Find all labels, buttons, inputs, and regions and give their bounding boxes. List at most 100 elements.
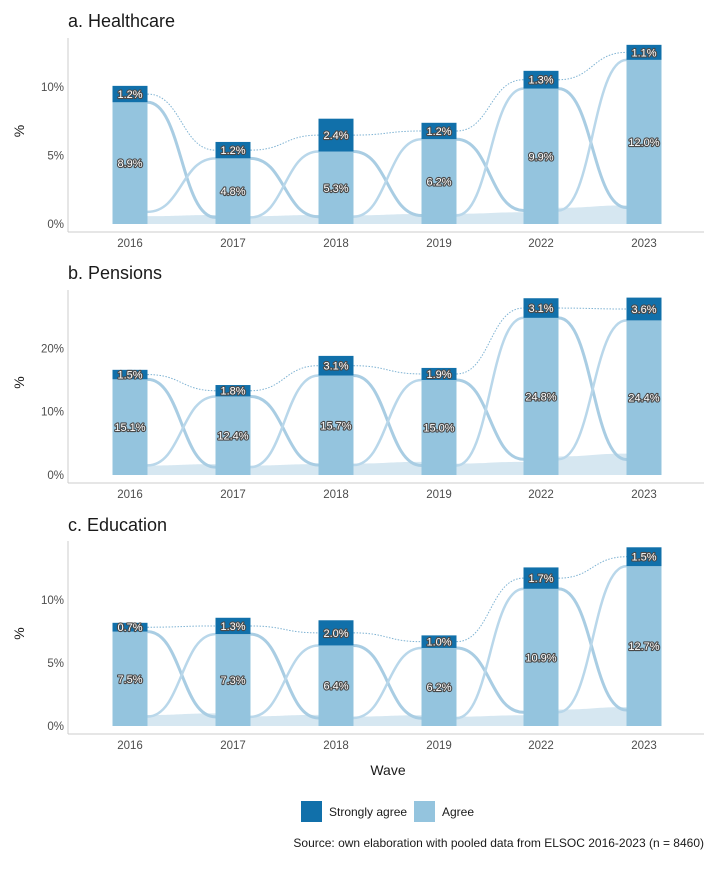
y-tick-label: 0% bbox=[47, 721, 64, 733]
data-label-agree: 5.3% bbox=[323, 183, 348, 195]
data-label-agree: 8.9% bbox=[117, 158, 142, 170]
bar-agree-2016 bbox=[112, 631, 148, 726]
bar-agree-2022 bbox=[523, 88, 559, 225]
x-tick-label: 2016 bbox=[117, 740, 143, 752]
y-axis-title: % bbox=[11, 125, 27, 137]
x-tick-label: 2023 bbox=[631, 238, 657, 250]
data-label-strongly-agree: 1.3% bbox=[528, 75, 553, 87]
x-tick-label: 2019 bbox=[426, 489, 452, 501]
flow-curve bbox=[147, 625, 216, 628]
flow-curve bbox=[250, 365, 319, 392]
legend: Strongly agree Agree bbox=[301, 801, 474, 822]
flow-curve bbox=[558, 51, 627, 81]
data-label-strongly-agree: 3.6% bbox=[631, 304, 656, 316]
flow-curve bbox=[250, 156, 319, 219]
bar-strongly-agree-2022 bbox=[523, 298, 559, 318]
flow-curve bbox=[147, 100, 216, 219]
flow-curve bbox=[147, 377, 216, 469]
data-label-agree: 10.9% bbox=[525, 652, 556, 664]
bar-agree-2022 bbox=[523, 588, 559, 726]
bar-agree-2018 bbox=[318, 645, 354, 726]
bar-strongly-agree-2023 bbox=[626, 44, 662, 60]
x-tick-label: 2022 bbox=[528, 238, 554, 250]
flow-curve bbox=[456, 307, 524, 375]
data-label-strongly-agree: 1.9% bbox=[426, 369, 451, 381]
bar-agree-2019 bbox=[421, 139, 457, 224]
bar-strongly-agree-2018 bbox=[318, 620, 354, 646]
panels-layer: a. Healthcare 0% 5% 10%% 8.9% 1.2% 2016 4.8% 1.2… bbox=[11, 11, 704, 752]
flow-curve bbox=[147, 632, 216, 718]
data-label-strongly-agree: 1.5% bbox=[117, 370, 142, 382]
data-label-agree: 15.7% bbox=[320, 420, 351, 432]
flow-curve bbox=[456, 137, 524, 212]
panel-a-healthcare: a. Healthcare 0% 5% 10%% 8.9% 1.2% 2016 4.8% 1.2… bbox=[11, 11, 704, 250]
x-tick-label: 2017 bbox=[220, 489, 246, 501]
bar-strongly-agree-2019 bbox=[421, 635, 457, 648]
data-label-agree: 12.0% bbox=[628, 137, 659, 149]
flow-band bbox=[250, 464, 319, 475]
panel-title: a. Healthcare bbox=[68, 11, 175, 31]
flow-band bbox=[147, 214, 216, 224]
y-tick-label: 10% bbox=[41, 407, 64, 419]
data-label-agree: 24.8% bbox=[525, 391, 556, 403]
y-tick-label: 10% bbox=[41, 82, 64, 94]
flow-curve bbox=[250, 134, 319, 151]
x-tick-label: 2022 bbox=[528, 489, 554, 501]
panel-title: b. Pensions bbox=[68, 263, 162, 283]
bar-agree-2017 bbox=[215, 158, 251, 224]
bar-strongly-agree-2018 bbox=[318, 355, 354, 376]
data-label-agree: 7.5% bbox=[117, 674, 142, 686]
flow-ribbons bbox=[147, 307, 627, 475]
bar-agree-2019 bbox=[421, 379, 457, 475]
data-label-strongly-agree: 1.5% bbox=[631, 552, 656, 564]
bar-strongly-agree-2023 bbox=[626, 547, 662, 567]
data-label-agree: 15.0% bbox=[423, 422, 454, 434]
bar-agree-2022 bbox=[523, 317, 559, 475]
y-axis-title: % bbox=[11, 627, 27, 639]
bar-agree-2023 bbox=[626, 566, 662, 726]
x-tick-label: 2018 bbox=[323, 489, 349, 501]
bar-strongly-agree-2017 bbox=[215, 141, 251, 159]
data-label-strongly-agree: 1.2% bbox=[426, 126, 451, 138]
legend-swatch-strongly-agree bbox=[301, 801, 322, 822]
flow-curve bbox=[353, 365, 422, 375]
data-label-agree: 4.8% bbox=[220, 186, 245, 198]
data-label-strongly-agree: 1.3% bbox=[220, 621, 245, 633]
data-label-strongly-agree: 3.1% bbox=[323, 361, 348, 373]
data-label-strongly-agree: 2.0% bbox=[323, 628, 348, 640]
bar-strongly-agree-2019 bbox=[421, 122, 457, 140]
flow-band bbox=[353, 213, 422, 224]
x-tick-label: 2019 bbox=[426, 238, 452, 250]
flow-curve bbox=[147, 374, 216, 392]
flow-band bbox=[353, 461, 422, 475]
flow-curve bbox=[250, 150, 319, 219]
x-tick-label: 2022 bbox=[528, 740, 554, 752]
data-label-strongly-agree: 0.7% bbox=[117, 622, 142, 634]
x-tick-label: 2017 bbox=[220, 238, 246, 250]
flow-curve bbox=[456, 87, 524, 217]
bar-agree-2018 bbox=[318, 375, 354, 475]
data-label-agree: 12.4% bbox=[217, 431, 248, 443]
flow-curve bbox=[558, 587, 627, 712]
flow-band bbox=[147, 464, 216, 475]
bar-strongly-agree-2022 bbox=[523, 567, 559, 589]
bar-strongly-agree-2023 bbox=[626, 297, 662, 321]
panel-c-education: c. Education 0% 5% 10%% 7.5% 0.7% 2016 7.3% 1.3%… bbox=[11, 515, 704, 752]
data-label-strongly-agree: 1.2% bbox=[117, 89, 142, 101]
panel-title: c. Education bbox=[68, 515, 167, 535]
flow-curve bbox=[456, 378, 524, 461]
flow-band bbox=[456, 715, 524, 726]
bar-strongly-agree-2016 bbox=[112, 369, 148, 380]
flow-curve bbox=[250, 632, 319, 720]
flow-curve bbox=[353, 646, 422, 720]
bar-agree-2018 bbox=[318, 151, 354, 224]
flow-curve bbox=[250, 644, 319, 719]
y-tick-label: 0% bbox=[47, 470, 64, 482]
flow-curve bbox=[456, 316, 524, 467]
flow-curve bbox=[558, 58, 627, 212]
flow-curve bbox=[353, 150, 422, 218]
panel-b-pensions: b. Pensions 0% 10% 20%% 15.1% 1.5% 2016 12.4% 1.… bbox=[11, 263, 704, 501]
data-label-agree: 24.4% bbox=[628, 393, 659, 405]
flow-curve bbox=[147, 93, 216, 151]
